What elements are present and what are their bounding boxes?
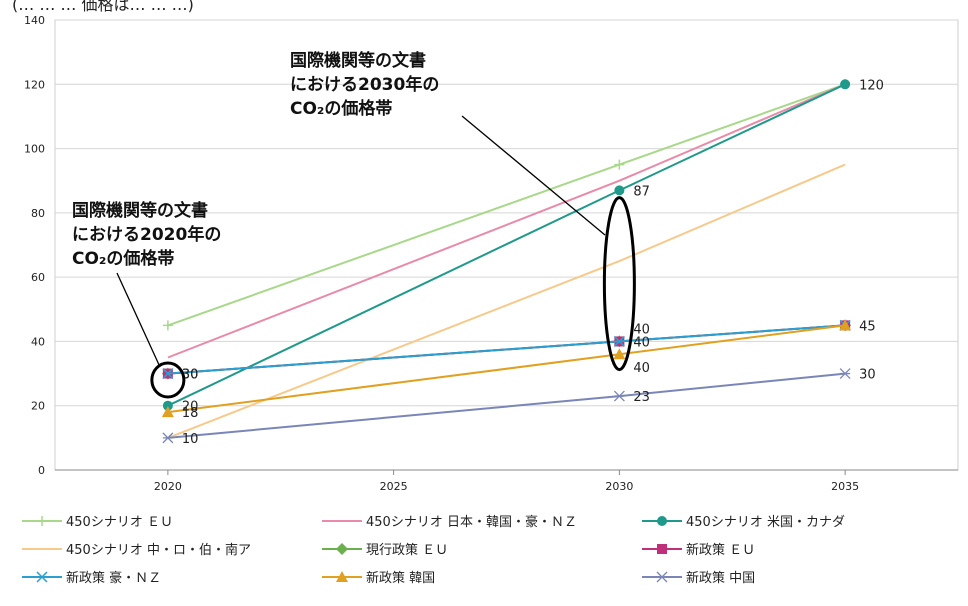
y-tick-label-0: 0 [38, 464, 45, 477]
series-line-1 [167, 83, 846, 327]
y-tick-label-120: 120 [24, 78, 45, 91]
series-line-7 [167, 324, 846, 375]
data-label-3: 20 [182, 400, 199, 415]
callout-line-2020 [116, 272, 161, 368]
legend-entry-2: 450シナリオ 日本・韓国・豪・ＮＺ [366, 514, 577, 530]
data-label-6: 87 [633, 184, 650, 199]
y-tick-label-60: 60 [31, 271, 45, 284]
data-label-5: 10 [182, 432, 199, 447]
annotation-1: 国際機関等の文書における2030年の CO₂の価格帯 [290, 50, 439, 119]
legend-swatch-marker-1 [37, 516, 47, 526]
x-tick-label-2035: 2035 [831, 480, 859, 493]
annotation-2-line-1: 国際機関等の文書 [72, 200, 208, 221]
series-1-point-1 [162, 320, 173, 331]
series-line-4 [167, 163, 846, 439]
grid-layer [54, 19, 959, 471]
series-7-point-1 [162, 368, 174, 380]
data-label-7: 40 [633, 323, 650, 338]
data-label-12: 45 [859, 319, 876, 334]
series-8-point-3 [839, 319, 852, 331]
y-tick-label-20: 20 [31, 400, 45, 413]
data-label-4: 18 [182, 406, 199, 421]
legend-entry-3: 450シナリオ 米国・カナダ [686, 515, 845, 530]
y-tick-label-100: 100 [24, 143, 45, 156]
legend: 450シナリオ ＥＵ 450シナリオ 日本・韓国・豪・ＮＺ 450シナリオ 米国・カ… [22, 514, 845, 586]
series-9-point-3 [839, 368, 851, 380]
series-3-point-3 [840, 79, 851, 90]
legend-entry-8: 新政策 韓国 [366, 570, 435, 586]
series-3-point-1 [162, 400, 173, 411]
legend-entry-5: 現行政策 ＥＵ [366, 542, 448, 558]
data-label-9: 40 [633, 361, 650, 376]
range-ellipse-2020 [150, 361, 186, 399]
series-line-2 [167, 83, 846, 359]
series-1-point-2 [614, 159, 625, 170]
range-ellipse-2030 [602, 196, 636, 372]
header-text: (… … … 価格は… … …) [12, 0, 194, 14]
data-label-2: 30 [182, 368, 199, 383]
annotation-1-line-3: CO₂の価格帯 [290, 98, 392, 119]
series-line-8 [167, 324, 846, 414]
data-label-1: 30 [182, 368, 199, 383]
legend-swatch-marker-5 [336, 543, 348, 555]
data-label-13: 30 [859, 368, 876, 383]
x-tick-label-2030: 2030 [605, 480, 633, 493]
series-9-point-2 [613, 390, 625, 402]
series-7-point-2 [613, 335, 625, 347]
legend-entry-4: 450シナリオ 中・ロ・伯・南ア [66, 542, 251, 558]
legend-swatch-marker-6 [657, 544, 667, 554]
series-9-point-1 [162, 432, 174, 444]
data-label-11: 120 [859, 78, 884, 93]
annotation-2-line-2: における2020年の [72, 224, 221, 245]
series-line-3 [167, 83, 846, 407]
callout-line-2030 [461, 115, 606, 236]
annotation-2: 国際機関等の文書における2020年の CO₂の価格帯 [72, 200, 221, 269]
series-3-point-2 [614, 185, 625, 196]
annotation-layer: 国際機関等の文書における2030年の CO₂の価格帯国際機関等の文書における202… [72, 50, 636, 399]
series-8-point-1 [161, 406, 174, 418]
data-label-8: 40 [633, 335, 650, 350]
legend-swatch-marker-7 [36, 571, 48, 583]
series-8-point-2 [613, 348, 626, 360]
annotation-1-line-2: における2030年の [290, 74, 439, 95]
x-tick-label-2020: 2020 [154, 480, 182, 493]
legend-entry-1: 450シナリオ ＥＵ [66, 515, 173, 530]
legend-entry-6: 新政策 ＥＵ [686, 542, 755, 558]
y-tick-label-40: 40 [31, 335, 45, 348]
annotation-2-line-3: CO₂の価格帯 [72, 248, 174, 269]
series-layer [161, 79, 852, 444]
annotation-1-line-1: 国際機関等の文書 [290, 50, 426, 71]
x-tick-label-2025: 2025 [380, 480, 408, 493]
legend-entry-7: 新政策 豪・ＮＺ [66, 570, 161, 586]
legend-entry-9: 新政策 中国 [686, 570, 755, 586]
y-tick-label-80: 80 [31, 207, 45, 220]
y-tick-label-140: 140 [24, 14, 45, 27]
legend-swatch-marker-9 [656, 571, 668, 583]
legend-swatch-marker-3 [657, 516, 667, 526]
legend-swatch-marker-8 [336, 571, 348, 582]
data-label-10: 23 [633, 390, 650, 405]
